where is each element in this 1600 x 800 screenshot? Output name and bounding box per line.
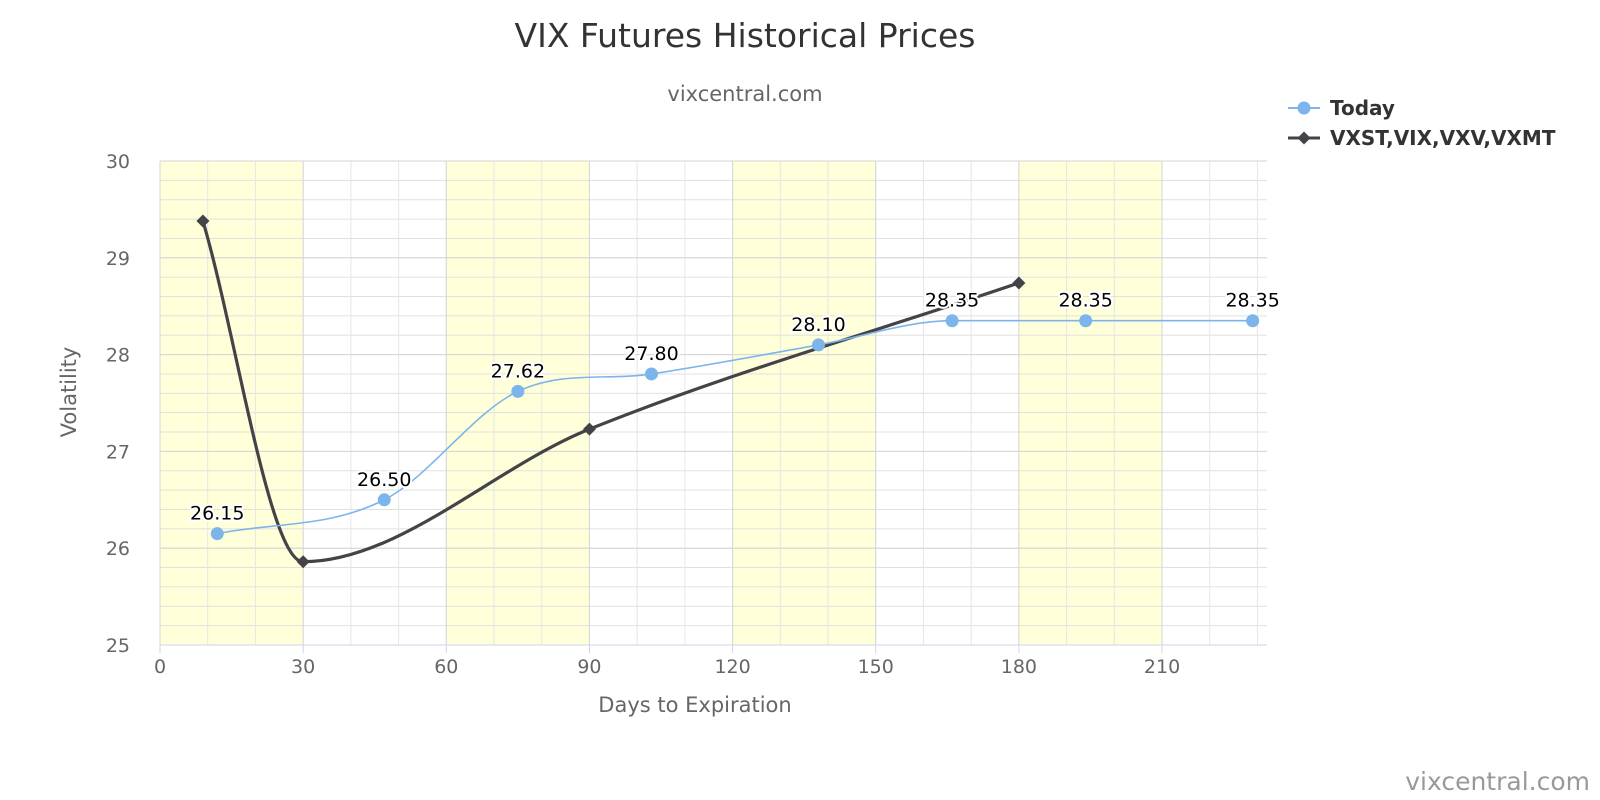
legend[interactable]: Today VXST,VIX,VXV,VXMT [1288,96,1556,150]
plot-bands [160,161,1163,645]
plot-band [446,161,590,645]
x-tick-label: 60 [434,656,458,678]
data-point [945,314,959,328]
y-tick-label: 27 [106,441,130,463]
data-point [1079,314,1093,328]
data-point [1246,314,1260,328]
legend-item[interactable]: Today [1288,96,1395,120]
x-axis-title: Days to Expiration [598,693,791,717]
legend-label: Today [1330,96,1395,120]
data-label: 28.10 [791,314,845,336]
chart-subtitle: vixcentral.com [667,82,822,106]
x-tick-label: 150 [858,656,894,678]
x-tick-label: 90 [577,656,601,678]
series-line [201,220,1020,564]
data-label: 27.62 [491,360,545,382]
data-point [210,527,224,541]
series [196,214,1260,569]
y-tick-label: 26 [106,538,130,560]
chart-title: VIX Futures Historical Prices [515,16,976,55]
data-label: 26.50 [357,469,411,491]
y-axis-title: Volatility [57,347,81,438]
y-tick-label: 25 [106,635,130,657]
data-point [196,214,210,228]
data-label: 27.80 [624,343,678,365]
data-label: 28.35 [1225,290,1279,312]
data-label: 28.35 [1058,290,1112,312]
data-point [511,384,525,398]
data-labels: 26.15 26.50 27.62 27.80 28.10 28.35 28.35 28.35 [188,288,1282,527]
x-tick-label: 210 [1144,656,1180,678]
data-point [296,555,310,569]
plot-band [1018,161,1163,645]
y-tick-label: 28 [106,345,130,367]
data-point [377,493,391,507]
x-tick-label: 0 [154,656,166,678]
credits: vixcentral.com [1405,767,1590,796]
plot-band [732,161,876,645]
data-label: 28.35 [925,290,979,312]
legend-label: VXST,VIX,VXV,VXMT [1330,126,1556,150]
plot-band [160,161,304,645]
data-point [1012,276,1026,290]
x-axis: 0 30 60 90 120 150 180 210 [154,644,1267,678]
data-label: 26.15 [190,503,244,525]
circle-marker-icon [1297,101,1311,115]
y-tick-label: 30 [106,151,130,173]
x-tick-label: 30 [291,656,315,678]
y-tick-label: 29 [106,248,130,270]
data-point [582,422,596,436]
x-tick-label: 120 [714,656,750,678]
data-point [644,367,658,381]
y-axis: 25 26 27 28 29 30 [106,151,130,657]
data-point [811,338,825,352]
legend-item[interactable]: VXST,VIX,VXV,VXMT [1288,126,1556,150]
diamond-marker-icon [1297,131,1311,145]
x-tick-label: 180 [1001,656,1037,678]
